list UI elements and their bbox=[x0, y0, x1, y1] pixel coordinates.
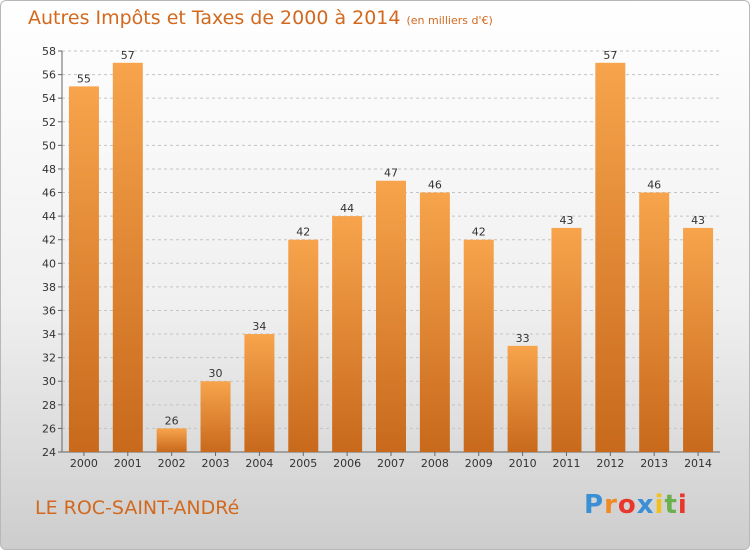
bar bbox=[376, 180, 406, 452]
y-tick-label: 30 bbox=[42, 375, 56, 388]
y-tick-label: 32 bbox=[42, 352, 56, 365]
bar-value-label: 34 bbox=[252, 320, 266, 333]
chart-title: Autres Impôts et Taxes de 2000 à 2014 (en… bbox=[28, 7, 493, 29]
bar bbox=[419, 192, 450, 452]
x-tick-label: 2014 bbox=[684, 457, 712, 470]
y-tick-label: 50 bbox=[42, 139, 56, 152]
bar bbox=[200, 381, 231, 452]
y-tick-label: 56 bbox=[42, 69, 56, 82]
bar bbox=[68, 86, 99, 452]
y-tick-label: 34 bbox=[42, 328, 56, 341]
y-tick-label: 54 bbox=[42, 92, 56, 105]
y-tick-label: 40 bbox=[42, 257, 56, 270]
y-tick-label: 46 bbox=[42, 187, 56, 200]
bar bbox=[463, 239, 494, 452]
bar bbox=[551, 227, 582, 452]
bar-value-label: 55 bbox=[77, 72, 91, 85]
x-tick-label: 2012 bbox=[596, 457, 624, 470]
bar-value-label: 46 bbox=[428, 179, 442, 192]
x-tick-label: 2006 bbox=[333, 457, 361, 470]
bar bbox=[683, 227, 714, 452]
x-tick-label: 2013 bbox=[640, 457, 668, 470]
bar bbox=[156, 428, 187, 452]
x-tick-label: 2009 bbox=[465, 457, 493, 470]
x-tick-label: 2003 bbox=[202, 457, 230, 470]
y-tick-label: 52 bbox=[42, 116, 56, 129]
logo-letter: P bbox=[584, 490, 605, 520]
x-tick-label: 2011 bbox=[552, 457, 580, 470]
bar bbox=[595, 62, 626, 452]
x-tick-label: 2002 bbox=[158, 457, 186, 470]
y-tick-label: 36 bbox=[42, 304, 56, 317]
bar bbox=[288, 239, 319, 452]
y-tick-label: 58 bbox=[42, 45, 56, 58]
chart-title-text: Autres Impôts et Taxes de 2000 à 2014 bbox=[28, 7, 401, 29]
logo-letter: i bbox=[677, 490, 688, 520]
place-name: LE ROC-SAINT-ANDRé bbox=[35, 497, 240, 519]
bar-value-label: 43 bbox=[691, 214, 705, 227]
logo-letter: x bbox=[636, 490, 655, 520]
logo-letter: r bbox=[604, 490, 618, 520]
logo-letter: t bbox=[664, 490, 678, 520]
bar-value-label: 43 bbox=[559, 214, 573, 227]
x-tick-label: 2010 bbox=[509, 457, 537, 470]
x-tick-label: 2000 bbox=[70, 457, 98, 470]
proxiti-logo: Proxiti bbox=[584, 490, 688, 520]
bar bbox=[112, 62, 143, 452]
y-tick-label: 26 bbox=[42, 422, 56, 435]
y-tick-label: 42 bbox=[42, 234, 56, 247]
bar-value-label: 44 bbox=[340, 202, 354, 215]
x-tick-label: 2004 bbox=[245, 457, 273, 470]
y-tick-label: 38 bbox=[42, 281, 56, 294]
bar-value-label: 42 bbox=[472, 226, 486, 239]
y-tick-label: 24 bbox=[42, 446, 56, 459]
logo-letter: o bbox=[617, 490, 637, 520]
bar bbox=[507, 345, 538, 452]
bar-value-label: 26 bbox=[165, 414, 179, 427]
bar-value-label: 57 bbox=[121, 49, 135, 62]
y-tick-label: 44 bbox=[42, 210, 56, 223]
chart-title-unit: (en milliers d'€) bbox=[406, 14, 493, 27]
bar bbox=[244, 334, 275, 452]
x-tick-label: 2007 bbox=[377, 457, 405, 470]
bar-value-label: 47 bbox=[384, 167, 398, 180]
bar bbox=[639, 192, 670, 452]
logo-letter: i bbox=[654, 490, 665, 520]
y-tick-label: 28 bbox=[42, 399, 56, 412]
bar-value-label: 57 bbox=[603, 49, 617, 62]
bar-value-label: 33 bbox=[516, 332, 530, 345]
y-tick-label: 48 bbox=[42, 163, 56, 176]
bar bbox=[332, 216, 363, 452]
bar-value-label: 30 bbox=[209, 367, 223, 380]
bar-value-label: 42 bbox=[296, 226, 310, 239]
x-tick-label: 2001 bbox=[114, 457, 142, 470]
x-tick-label: 2008 bbox=[421, 457, 449, 470]
x-tick-label: 2005 bbox=[289, 457, 317, 470]
bar-value-label: 46 bbox=[647, 179, 661, 192]
